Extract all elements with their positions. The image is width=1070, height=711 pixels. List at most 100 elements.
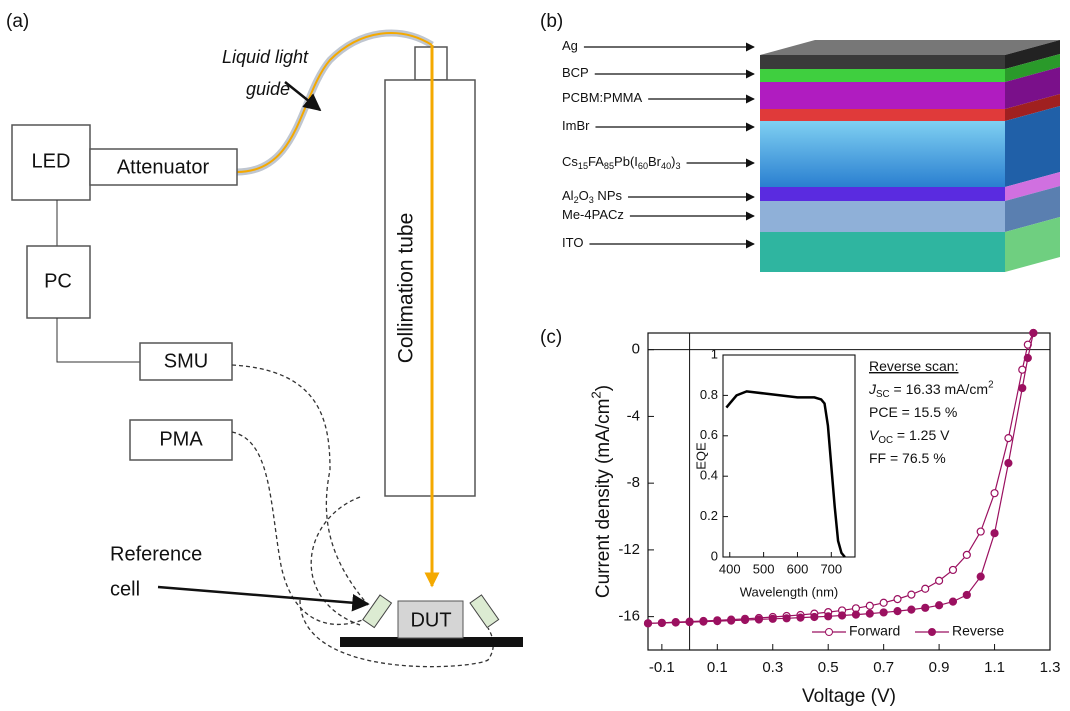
- data-point: [963, 551, 970, 558]
- data-point: [894, 596, 901, 603]
- data-point: [1005, 435, 1012, 442]
- inset-x-tick-label: 700: [820, 561, 842, 576]
- text-part: 15: [578, 161, 588, 171]
- text-part: Br: [648, 154, 662, 169]
- x-tick-label: 0.9: [929, 659, 950, 676]
- data-point: [922, 604, 929, 611]
- text-part: 60: [638, 161, 648, 171]
- legend-label: Reverse: [952, 623, 1004, 639]
- x-tick-label: 0.7: [873, 659, 894, 676]
- reference-label: Reference: [110, 543, 202, 565]
- data-point: [1024, 355, 1031, 362]
- legend-marker: [826, 629, 833, 636]
- data-point: [742, 616, 749, 623]
- inset-y-tick-label: 0: [711, 548, 718, 563]
- inset-x-tick-label: 500: [753, 561, 775, 576]
- data-point: [880, 609, 887, 616]
- text-part: Pb(I: [614, 154, 638, 169]
- layer-label: Me-4PACz: [562, 207, 624, 222]
- panel-label: (c): [540, 327, 562, 348]
- y-tick-label: 0: [632, 341, 640, 358]
- data-point: [880, 599, 887, 606]
- panel-a: (a) Liquid light guide LED Attenuator PC…: [6, 11, 523, 667]
- text-part: OC: [878, 435, 893, 446]
- wire: [300, 600, 493, 667]
- box-label: SMU: [164, 350, 208, 372]
- stack: [760, 40, 1060, 272]
- data-point: [755, 616, 762, 623]
- annotation: VOC = 1.25 V: [869, 427, 950, 446]
- box-label: DUT: [410, 609, 451, 631]
- text-part: 3: [675, 161, 680, 171]
- inset-y-label: EQE: [693, 442, 708, 470]
- layer-label: ITO: [562, 235, 583, 250]
- text-part: Me-4PACz: [562, 207, 624, 222]
- reference-label: cell: [110, 578, 140, 600]
- data-point: [866, 610, 873, 617]
- layer-label: Ag: [562, 38, 578, 53]
- text-part: 85: [604, 161, 614, 171]
- layer-label: Al2O3 NPs: [562, 188, 622, 205]
- data-point: [797, 614, 804, 621]
- text-part: Reverse scan:: [869, 358, 958, 374]
- data-point: [672, 619, 679, 626]
- box-label: LED: [32, 150, 71, 172]
- data-point: [894, 608, 901, 615]
- text-part: Current density (mA/cm: [593, 399, 614, 599]
- data-point: [714, 618, 721, 625]
- data-point: [936, 602, 943, 609]
- text-part: ImBr: [562, 118, 590, 133]
- inset-y-tick-label: 1: [711, 346, 718, 361]
- x-tick-label: 0.5: [818, 659, 839, 676]
- text-part: PCE = 15.5 %: [869, 404, 957, 420]
- text-part: 2: [588, 391, 603, 398]
- data-point: [977, 573, 984, 580]
- text-part: 2: [988, 379, 993, 390]
- inset-x-tick-label: 400: [719, 561, 741, 576]
- x-axis-label: Voltage (V): [802, 686, 896, 707]
- cable: [57, 318, 140, 362]
- y-tick-label: -8: [627, 474, 640, 491]
- panel-label: (b): [540, 11, 563, 32]
- panel-label: (a): [6, 11, 29, 32]
- data-point: [949, 566, 956, 573]
- data-point: [728, 617, 735, 624]
- data-point: [769, 615, 776, 622]
- reference-cell: [363, 595, 392, 628]
- text-part: Al: [562, 188, 574, 203]
- text-part: ): [593, 385, 614, 391]
- y-tick-label: -16: [618, 608, 640, 625]
- layer-label: BCP: [562, 65, 589, 80]
- data-point: [991, 530, 998, 537]
- data-point: [977, 528, 984, 535]
- text-part: PCBM:PMMA: [562, 90, 643, 105]
- data-point: [658, 619, 665, 626]
- data-point: [1005, 460, 1012, 467]
- legend-label: Forward: [849, 623, 900, 639]
- data-point: [936, 577, 943, 584]
- panel-b: (b) AgBCPPCBM:PMMAImBrCs15FA85Pb(I60Br40…: [540, 11, 1060, 272]
- data-point: [908, 591, 915, 598]
- data-point: [811, 613, 818, 620]
- data-point: [825, 613, 832, 620]
- text-part: ITO: [562, 235, 583, 250]
- light-guide-label: Liquid light: [222, 47, 309, 67]
- x-tick-label: 1.1: [984, 659, 1005, 676]
- data-point: [963, 591, 970, 598]
- annotation: FF = 76.5 %: [869, 450, 946, 466]
- data-point: [839, 612, 846, 619]
- data-point: [908, 606, 915, 613]
- inset-y-tick-label: 0.6: [700, 427, 718, 442]
- text-part: SC: [876, 389, 890, 400]
- data-point: [949, 598, 956, 605]
- x-tick-label: 0.1: [707, 659, 728, 676]
- inset-x-tick-label: 600: [787, 561, 809, 576]
- y-axis-label: Current density (mA/cm2): [588, 385, 614, 598]
- data-point: [783, 615, 790, 622]
- data-point: [1030, 330, 1037, 337]
- data-point: [1019, 385, 1026, 392]
- inset-y-tick-label: 0.2: [700, 508, 718, 523]
- text-part: Ag: [562, 38, 578, 53]
- data-point: [700, 618, 707, 625]
- text-part: Cs: [562, 154, 578, 169]
